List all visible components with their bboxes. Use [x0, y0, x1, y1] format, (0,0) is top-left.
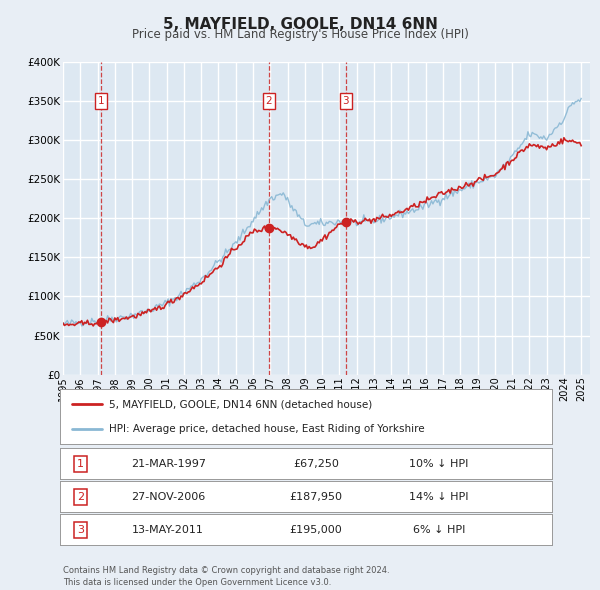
Text: 3: 3 — [343, 96, 349, 106]
Text: Price paid vs. HM Land Registry's House Price Index (HPI): Price paid vs. HM Land Registry's House … — [131, 28, 469, 41]
Text: 27-NOV-2006: 27-NOV-2006 — [131, 492, 205, 502]
Text: 10% ↓ HPI: 10% ↓ HPI — [409, 459, 469, 468]
Text: 13-MAY-2011: 13-MAY-2011 — [133, 525, 204, 535]
Text: 1: 1 — [98, 96, 104, 106]
Text: 2: 2 — [77, 492, 84, 502]
Text: 5, MAYFIELD, GOOLE, DN14 6NN (detached house): 5, MAYFIELD, GOOLE, DN14 6NN (detached h… — [109, 399, 373, 409]
Text: 1: 1 — [77, 459, 84, 468]
Text: £67,250: £67,250 — [293, 459, 339, 468]
Text: 6% ↓ HPI: 6% ↓ HPI — [413, 525, 465, 535]
Text: 2: 2 — [265, 96, 272, 106]
Text: HPI: Average price, detached house, East Riding of Yorkshire: HPI: Average price, detached house, East… — [109, 424, 425, 434]
Text: £187,950: £187,950 — [289, 492, 343, 502]
Text: 3: 3 — [77, 525, 84, 535]
Text: 14% ↓ HPI: 14% ↓ HPI — [409, 492, 469, 502]
Text: £195,000: £195,000 — [289, 525, 342, 535]
Text: Contains HM Land Registry data © Crown copyright and database right 2024.
This d: Contains HM Land Registry data © Crown c… — [63, 566, 389, 587]
Text: 5, MAYFIELD, GOOLE, DN14 6NN: 5, MAYFIELD, GOOLE, DN14 6NN — [163, 17, 437, 31]
Text: 21-MAR-1997: 21-MAR-1997 — [131, 459, 206, 468]
